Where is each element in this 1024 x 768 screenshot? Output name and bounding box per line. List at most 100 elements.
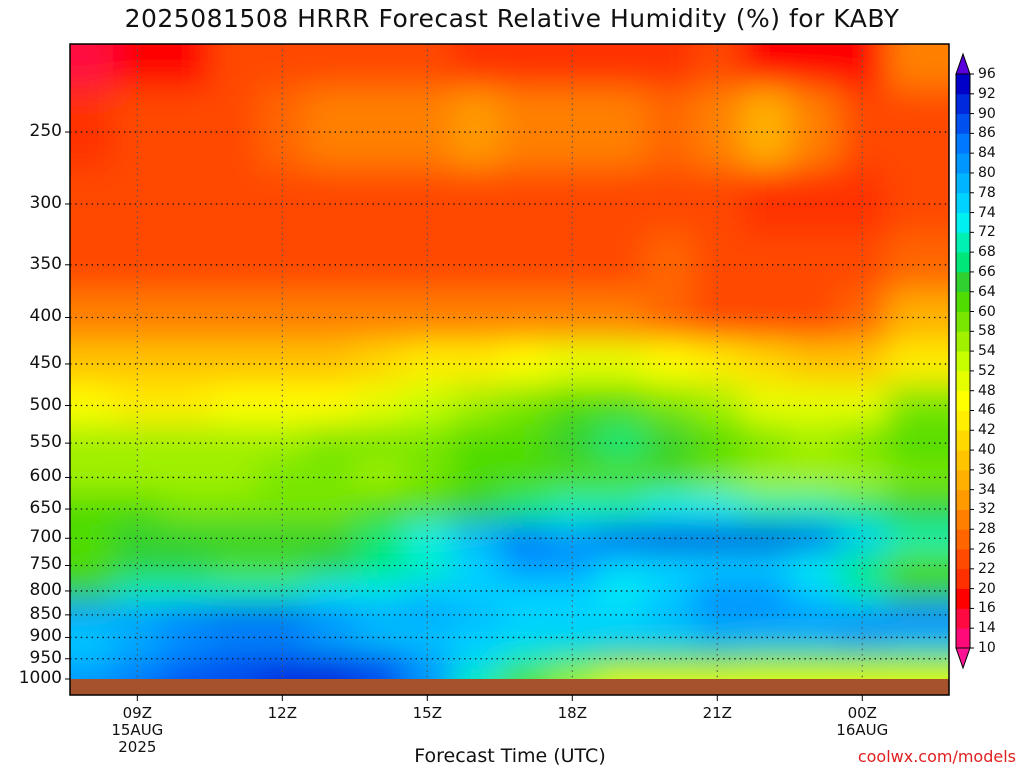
colorbar-label: 80 [978, 164, 996, 181]
rh-cell [499, 88, 549, 169]
rh-cell [258, 578, 308, 604]
rh-cell [886, 291, 949, 342]
rh-cell [258, 234, 308, 292]
rh-cell [209, 626, 259, 649]
colorbar-swatch [956, 74, 970, 95]
rh-cell [741, 626, 791, 649]
rh-cell [548, 88, 598, 169]
rh-cell [306, 460, 356, 495]
rh-cell [838, 523, 888, 553]
colorbar-swatch [956, 370, 970, 392]
rh-cell [209, 44, 259, 89]
y-tick-label: 850 [29, 603, 62, 624]
rh-cell [209, 168, 259, 236]
colorbar-swatch [956, 628, 970, 649]
colorbar-label: 66 [978, 263, 996, 280]
y-tick-label: 1000 [18, 668, 62, 688]
rh-cell [161, 168, 211, 236]
rh-cell [161, 44, 211, 89]
rh-cell [741, 460, 791, 495]
colorbar-swatch [956, 390, 970, 411]
rh-cell [161, 88, 211, 169]
rh-cell [354, 626, 404, 649]
plot-frame [69, 43, 950, 696]
rh-cell [113, 234, 163, 292]
colorbar-swatch [956, 509, 970, 530]
rh-cell [161, 648, 211, 670]
x-axis-title: Forecast Time (UTC) [414, 745, 606, 767]
colorbar-label: 26 [978, 541, 996, 558]
rh-cell [451, 168, 501, 236]
rh-cell [354, 340, 404, 386]
rh-cell [161, 460, 211, 495]
colorbar-swatch [956, 608, 970, 629]
rh-cell [209, 460, 259, 495]
colorbar-swatch [956, 232, 970, 253]
colorbar-swatch [956, 252, 970, 273]
x-ticks [136, 695, 863, 701]
rh-cell [113, 648, 163, 670]
rh-cell [789, 460, 839, 495]
colorbar-label: 86 [978, 125, 996, 142]
x-tick-label: 15Z [412, 704, 442, 722]
rh-cell [596, 88, 646, 169]
rh-cell [838, 88, 888, 169]
colorbar-label: 84 [978, 145, 996, 162]
colorbar-label: 34 [978, 481, 996, 498]
colorbar-arrow-bottom [955, 647, 971, 670]
y-tick-label: 350 [29, 253, 62, 274]
rh-cell [403, 234, 453, 292]
rh-cell [306, 551, 356, 579]
credit-link[interactable]: coolwx.com/models [857, 747, 1016, 766]
colorbar-label: 40 [978, 442, 996, 459]
rh-cell [70, 88, 114, 169]
rh-cell [306, 88, 356, 169]
rh-cell [596, 291, 646, 342]
rh-cell [209, 551, 259, 579]
rh-cell [644, 340, 694, 386]
x-tick-label: 18Z [557, 704, 587, 722]
rh-cell [548, 44, 598, 89]
rh-cell [499, 44, 549, 89]
x-tick-label: 00Z [847, 704, 877, 722]
rh-cell [693, 88, 743, 169]
rh-cell [451, 44, 501, 89]
rh-cell [789, 234, 839, 292]
rh-cell [644, 234, 694, 292]
rh-cell [741, 493, 791, 525]
rh-cell [209, 340, 259, 386]
rh-cell [693, 668, 743, 679]
colorbar-label: 68 [978, 244, 996, 261]
colorbar-label: 48 [978, 382, 996, 399]
rh-cell [693, 648, 743, 670]
rh-cell [306, 340, 356, 386]
rh-cell [113, 291, 163, 342]
colorbar-swatch [956, 549, 970, 570]
rh-cell [789, 523, 839, 553]
rh-cell [741, 168, 791, 236]
y-tick-label: 900 [29, 626, 62, 647]
rh-cell [644, 648, 694, 670]
colorbar-label: 42 [978, 422, 996, 439]
rh-cell [161, 493, 211, 525]
colorbar-label: 58 [978, 323, 996, 340]
rh-cell [644, 291, 694, 342]
colorbar-swatch [956, 529, 970, 550]
rh-cell [161, 424, 211, 462]
rh-cell [161, 578, 211, 604]
rh-cell [693, 578, 743, 604]
rh-cell [596, 340, 646, 386]
rh-cell [741, 291, 791, 342]
rh-cell [741, 384, 791, 426]
colorbar-swatch [956, 113, 970, 134]
colorbar-swatch [956, 133, 970, 154]
y-tick-label: 400 [29, 306, 62, 327]
rh-cell [838, 668, 888, 679]
rh-cell [161, 384, 211, 426]
colorbar-label: 54 [978, 343, 996, 360]
rh-cell [789, 626, 839, 649]
rh-cell [161, 602, 211, 627]
rh-cell [354, 291, 404, 342]
rh-cell [838, 291, 888, 342]
rh-cell [789, 578, 839, 604]
